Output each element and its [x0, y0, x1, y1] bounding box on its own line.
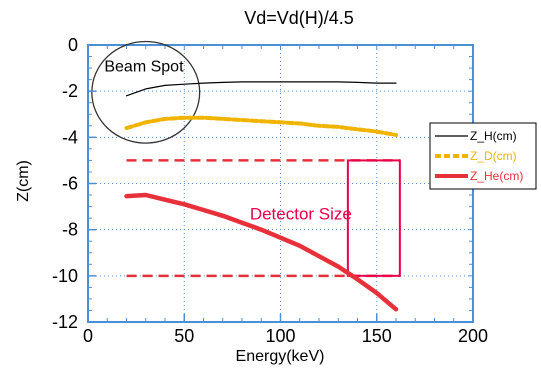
detector-size-label: Detector Size [250, 204, 352, 223]
y-tick-label: -8 [62, 220, 78, 240]
x-tick-label: 200 [458, 326, 488, 346]
x-tick-label: 50 [174, 326, 194, 346]
detector-size-box [346, 159, 401, 277]
beam-spot-circle [91, 40, 201, 144]
series-z-h-line [125, 81, 397, 97]
annotation-layer: Detector Size Beam Spot [91, 40, 401, 278]
beam-spot-label: Beam Spot [104, 59, 184, 76]
x-tick-label: 0 [83, 326, 93, 346]
y-tick-label: -2 [62, 81, 78, 101]
legend: Z_H(cm) Z_D(cm) Z_He(cm) [429, 122, 537, 190]
legend-label: Z_D(cm) [470, 149, 517, 163]
chart-title: Vd=Vd(H)/4.5 [244, 8, 354, 28]
x-tick-label: 100 [265, 326, 295, 346]
y-tick-label: 0 [68, 35, 78, 55]
y-tick-label: -10 [52, 266, 78, 286]
y-tick-label: -12 [52, 312, 78, 332]
legend-label: Z_He(cm) [470, 169, 523, 183]
series-z-he-line [124, 192, 399, 312]
series-layer [124, 81, 399, 312]
series-z-d-line [124, 115, 398, 137]
y-axis-label: Z(cm) [15, 160, 32, 202]
axis-layer: 0 50 100 150 200 0 -2 -4 -6 -8 -10 -12 [52, 35, 488, 346]
x-tick-label: 150 [362, 326, 392, 346]
x-axis-label: Energy(keV) [236, 348, 325, 365]
y-tick-label: -6 [62, 174, 78, 194]
grid-layer [87, 44, 474, 323]
legend-label: Z_H(cm) [470, 129, 517, 143]
y-tick-label: -4 [62, 127, 78, 147]
